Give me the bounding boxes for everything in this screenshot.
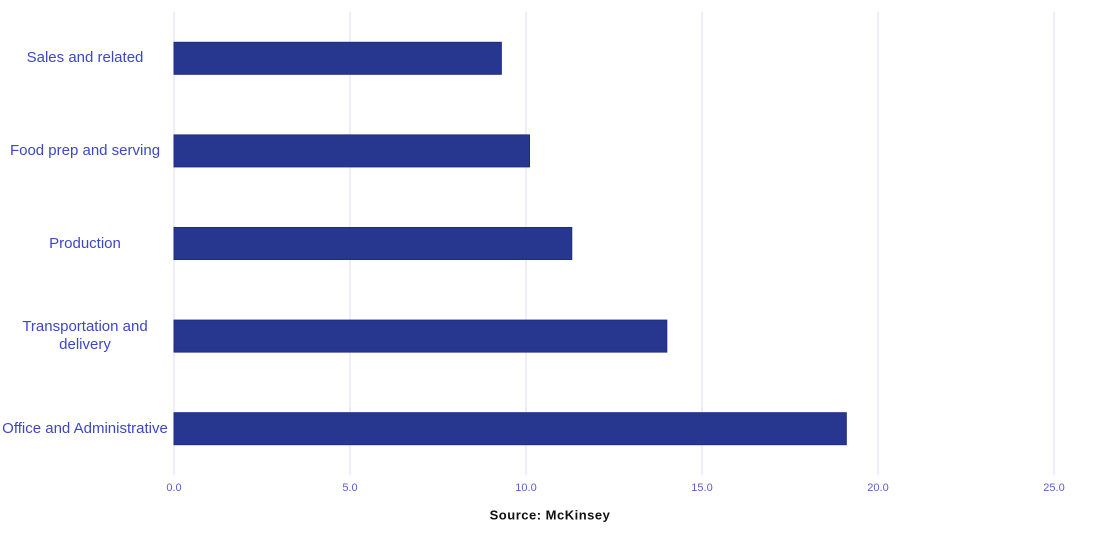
x-tick-label: 20.0 [867,482,888,494]
y-tick-label: Production [49,234,121,252]
bar [173,41,502,75]
x-tick-label: 5.0 [342,482,357,494]
bar [173,319,668,353]
x-tick-label: 0.0 [166,482,181,494]
x-tick-label: 10.0 [515,482,536,494]
bar [173,227,573,260]
y-tick-label: Sales and related [26,49,144,67]
bar [173,412,847,446]
bar [173,134,531,168]
y-tick-label: Transportation and delivery [22,318,148,354]
y-tick-label: Office and Administrative [2,419,168,437]
source: Source: McKinsey [490,507,611,522]
x-tick-label: 15.0 [691,482,712,494]
x-tick-label: 25.0 [1043,482,1064,494]
y-tick-label: Food prep and serving [9,141,161,159]
